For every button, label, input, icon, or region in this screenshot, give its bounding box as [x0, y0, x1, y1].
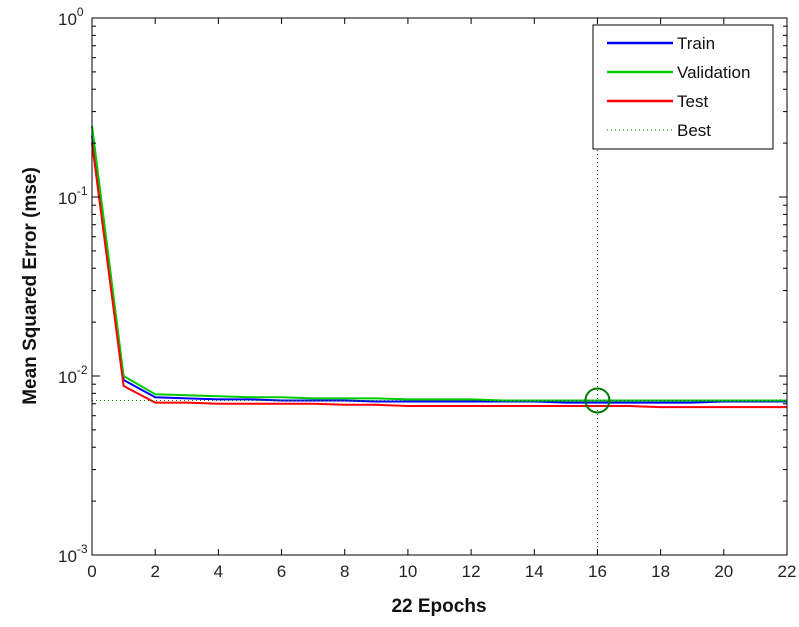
series-layer [91, 125, 787, 409]
y-tick-label: 10-3 [58, 542, 88, 566]
x-tick-label: 2 [150, 562, 159, 581]
legend: Train Validation Test Best [592, 24, 774, 150]
x-tick-label: 14 [525, 562, 544, 581]
x-tick-label: 18 [651, 562, 670, 581]
x-tick-label: 20 [714, 562, 733, 581]
x-axis-label: 22 Epochs [391, 596, 486, 617]
y-tick-label: 100 [58, 5, 84, 29]
legend-label-test: Test [677, 92, 708, 111]
x-axis: 0 2 4 6 8 10 12 14 16 18 20 22 [87, 18, 796, 581]
y-tick-label: 10-2 [58, 363, 88, 387]
axes-frame [91, 17, 788, 556]
series-line-test [91, 142, 787, 409]
series-line-validation [91, 125, 787, 402]
x-tick-label: 6 [277, 562, 286, 581]
legend-label-train: Train [677, 34, 715, 53]
legend-label-best: Best [677, 121, 711, 140]
x-tick-label: 12 [462, 562, 481, 581]
x-tick-label: 16 [588, 562, 607, 581]
x-tick-label: 10 [398, 562, 417, 581]
x-tick-label: 8 [340, 562, 349, 581]
x-tick-label: 22 [778, 562, 797, 581]
x-tick-label: 4 [214, 562, 223, 581]
best-marker-layer [92, 18, 787, 555]
legend-box [592, 24, 774, 150]
legend-label-validation: Validation [677, 63, 750, 82]
y-tick-label: 10-1 [58, 184, 88, 208]
series-line-train [91, 135, 787, 404]
best-marker-circle [584, 387, 611, 414]
y-axis-label: Mean Squared Error (mse) [20, 167, 41, 405]
y-axis: 100 10-1 10-2 10-3 [58, 5, 787, 566]
x-tick-label: 0 [87, 562, 96, 581]
